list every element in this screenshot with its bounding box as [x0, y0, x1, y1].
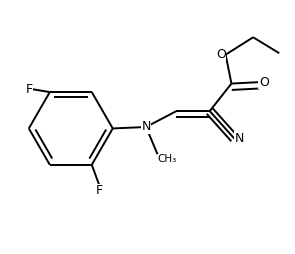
Text: O: O [216, 48, 226, 61]
Text: F: F [96, 184, 103, 197]
Text: F: F [25, 83, 32, 96]
Text: O: O [259, 76, 269, 89]
Text: CH₃: CH₃ [158, 154, 177, 165]
Text: N: N [234, 132, 244, 145]
Text: N: N [141, 120, 151, 134]
